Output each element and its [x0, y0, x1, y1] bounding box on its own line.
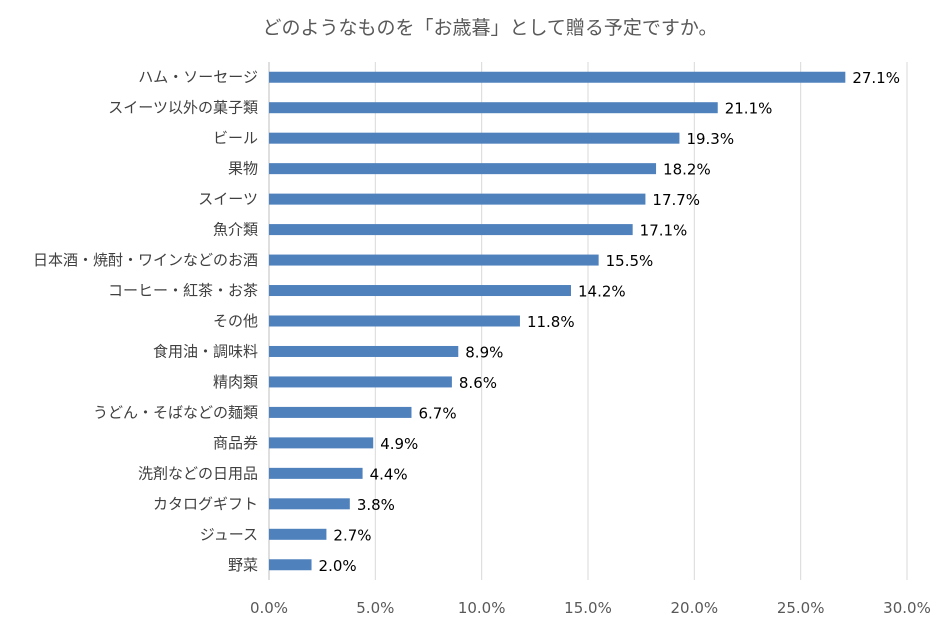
bar	[269, 71, 846, 83]
bar	[269, 345, 459, 357]
category-label: その他	[213, 312, 258, 330]
bar	[269, 285, 571, 297]
value-label: 14.2%	[578, 283, 626, 301]
value-label: 18.2%	[663, 161, 711, 179]
value-label: 11.8%	[527, 313, 575, 331]
value-label: 17.1%	[640, 222, 688, 240]
x-tick-label: 25.0%	[777, 599, 825, 617]
value-label: 4.4%	[370, 465, 408, 483]
bar	[269, 528, 327, 540]
x-tick-label: 5.0%	[356, 599, 394, 617]
category-label: ビール	[213, 129, 258, 147]
x-tick-label: 0.0%	[250, 599, 288, 617]
bar	[269, 102, 718, 114]
category-labels: ハム・ソーセージスイーツ以外の菓子類ビール果物スイーツ魚介類日本酒・焼酎・ワイン…	[33, 68, 258, 574]
category-label: ハム・ソーセージ	[138, 68, 258, 86]
x-tick-label: 30.0%	[883, 599, 931, 617]
bars	[269, 71, 846, 571]
value-label: 19.3%	[686, 130, 734, 148]
bar	[269, 467, 363, 479]
bar	[269, 315, 520, 327]
chart-title: どのようなものを「お歳暮」として贈る予定ですか。	[262, 17, 717, 39]
value-label: 17.7%	[652, 191, 700, 209]
category-label: 野菜	[228, 556, 258, 574]
bar	[269, 132, 680, 144]
x-tick-label: 20.0%	[671, 599, 719, 617]
bar	[269, 498, 350, 510]
value-label: 3.8%	[357, 496, 395, 514]
x-tick-label: 10.0%	[458, 599, 506, 617]
category-label: 精肉類	[213, 373, 258, 391]
category-label: カタログギフト	[153, 495, 258, 513]
bar	[269, 254, 599, 266]
value-label: 15.5%	[606, 252, 654, 270]
value-label: 2.0%	[319, 557, 357, 575]
bar	[269, 376, 452, 388]
bar	[269, 193, 646, 205]
x-tick-label: 15.0%	[564, 599, 612, 617]
category-label: 商品券	[213, 434, 258, 452]
x-axis-ticks: 0.0% 5.0% 10.0% 15.0% 20.0% 25.0% 30.0%	[250, 599, 931, 617]
bar	[269, 437, 374, 449]
value-label: 8.9%	[465, 343, 503, 361]
value-label: 4.9%	[380, 435, 418, 453]
category-label: 食用油・調味料	[153, 342, 258, 360]
bar	[269, 559, 312, 571]
value-label: 8.6%	[459, 374, 497, 392]
category-label: 日本酒・焼酎・ワインなどのお酒	[33, 251, 258, 269]
category-label: スイーツ	[198, 190, 258, 208]
value-label: 6.7%	[418, 404, 456, 422]
category-label: ジュース	[200, 525, 258, 543]
bar	[269, 406, 412, 418]
category-label: 果物	[228, 160, 258, 178]
category-label: うどん・そばなどの麺類	[93, 403, 258, 421]
category-label: スイーツ以外の菓子類	[108, 99, 258, 117]
value-label: 2.7%	[333, 526, 371, 544]
value-labels: 27.1% 21.1% 19.3% 18.2% 17.7% 17.1% 15.5% 14.2%…	[319, 69, 900, 575]
value-label: 21.1%	[725, 100, 773, 118]
category-label: コーヒー・紅茶・お茶	[108, 282, 258, 300]
value-label: 27.1%	[852, 69, 900, 87]
bar	[269, 224, 633, 236]
category-label: 洗剤などの日用品	[138, 464, 258, 482]
category-label: 魚介類	[213, 221, 258, 239]
bar	[269, 163, 657, 175]
